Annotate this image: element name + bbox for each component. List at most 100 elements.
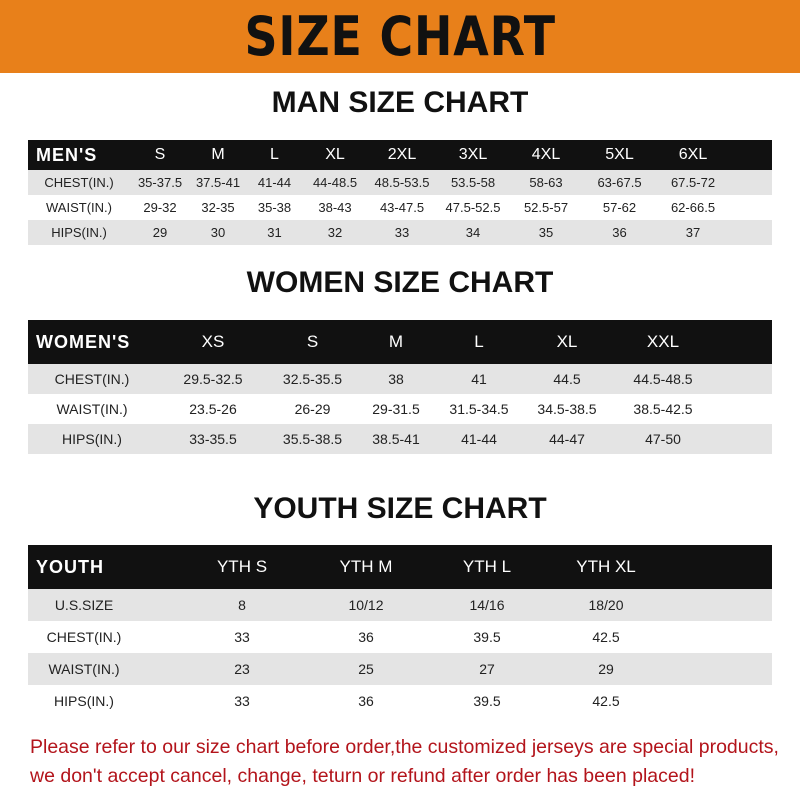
table-cell: 37 bbox=[685, 225, 701, 240]
table-cell: 41-44 bbox=[461, 431, 497, 447]
table-cell: YTH XL bbox=[576, 557, 636, 576]
table-cell: 29-31.5 bbox=[372, 401, 420, 417]
table-cell: 29 bbox=[598, 661, 614, 677]
table-cell: 58-63 bbox=[529, 175, 563, 190]
table-cell: 48.5-53.5 bbox=[374, 175, 430, 190]
table-cell: 23 bbox=[234, 661, 250, 677]
table-cell: 53.5-58 bbox=[450, 175, 496, 190]
table-cell: 44-48.5 bbox=[312, 175, 358, 190]
header-row: YOUTH YTH S YTH M YTH L YTH XL bbox=[28, 545, 772, 589]
table-cell: 43-47.5 bbox=[379, 200, 425, 215]
notice-line: we don't accept cancel, change, teturn o… bbox=[30, 765, 695, 787]
men-size-table: MEN'S S M L XL 2XL 3XL 4XL 5XL 6XL CHEST(IN.) 35-37… bbox=[28, 140, 772, 245]
table-cell: 35 bbox=[538, 225, 554, 240]
row-label: HIPS(IN.) bbox=[51, 225, 107, 240]
table-cell: 29 bbox=[152, 225, 168, 240]
table-cell: 38.5-42.5 bbox=[633, 401, 693, 417]
table-cell: XXL bbox=[646, 332, 680, 351]
header-row: MEN'S S M L XL 2XL 3XL 4XL 5XL 6XL bbox=[28, 140, 772, 170]
table-cell: 33 bbox=[234, 629, 250, 645]
table-cell: 39.5 bbox=[473, 629, 501, 645]
women-heading: WOMEN SIZE CHART bbox=[246, 266, 554, 299]
table-cell: 33 bbox=[394, 225, 410, 240]
table-cell: 38 bbox=[388, 371, 404, 387]
table-cell: 63-67.5 bbox=[597, 175, 642, 190]
notice-line: Please refer to our size chart before or… bbox=[30, 736, 779, 758]
order-notice: Please refer to our size chart before or… bbox=[30, 733, 790, 791]
table-cell: 4XL bbox=[531, 146, 561, 163]
table-cell: 37.5-41 bbox=[195, 175, 241, 190]
table-cell: YTH M bbox=[339, 557, 393, 576]
table-cell: M bbox=[388, 332, 404, 351]
table-cell: L bbox=[270, 146, 279, 163]
table-cell: 52.5-57 bbox=[523, 200, 569, 215]
table-row: HIPS(IN.) 33 36 39.5 42.5 bbox=[28, 685, 772, 717]
row-label: CHEST(IN.) bbox=[54, 371, 130, 387]
table-cell: 30 bbox=[210, 225, 226, 240]
table-cell: 35.5-38.5 bbox=[282, 431, 343, 447]
table-row: CHEST(IN.) 35-37.5 37.5-41 41-44 44-48.5 48.5… bbox=[28, 170, 772, 195]
row-label: WAIST(IN.) bbox=[48, 661, 120, 677]
table-cell: 34 bbox=[465, 225, 481, 240]
table-row: HIPS(IN.) 29 30 31 32 33 34 35 36 37 bbox=[28, 220, 772, 245]
table-cell: 42.5 bbox=[592, 629, 620, 645]
row-label: WAIST(IN.) bbox=[56, 401, 128, 417]
table-cell: 47.5-52.5 bbox=[445, 200, 501, 215]
table-cell: 31.5-34.5 bbox=[449, 401, 509, 417]
table-cell: 42.5 bbox=[592, 693, 620, 709]
table-cell: 33 bbox=[234, 693, 250, 709]
table-cell: 31 bbox=[267, 225, 282, 240]
table-cell: 41 bbox=[471, 371, 487, 387]
table-cell: XS bbox=[201, 332, 225, 351]
table-cell: 29.5-32.5 bbox=[183, 371, 243, 387]
table-cell: YTH S bbox=[216, 557, 268, 576]
table-row: WAIST(IN.) 23.5-26 26-29 29-31.5 31.5-34.5 34… bbox=[28, 394, 772, 424]
table-cell: 26-29 bbox=[294, 401, 331, 417]
table-cell: 38.5-41 bbox=[372, 431, 420, 447]
table-cell: 10/12 bbox=[348, 597, 384, 613]
youth-heading: YOUTH SIZE CHART bbox=[253, 492, 547, 525]
row-label: MEN'S bbox=[36, 144, 98, 165]
table-cell: 57-62 bbox=[602, 200, 637, 215]
row-label: HIPS(IN.) bbox=[54, 693, 114, 709]
table-cell: M bbox=[211, 146, 225, 163]
table-row: HIPS(IN.) 33-35.5 35.5-38.5 38.5-41 41-44 44-… bbox=[28, 424, 772, 454]
table-cell: XL bbox=[325, 146, 345, 163]
table-cell: 32-35 bbox=[201, 200, 235, 215]
table-row: U.S.SIZE 8 10/12 14/16 18/20 bbox=[28, 589, 772, 621]
table-cell: 14/16 bbox=[469, 597, 505, 613]
header-row: WOMEN'S XS S M L XL XXL bbox=[28, 320, 772, 364]
table-cell: 27 bbox=[479, 661, 495, 677]
table-cell: 3XL bbox=[458, 146, 488, 163]
page-title: SIZE CHART bbox=[244, 5, 556, 68]
table-cell: 44.5-48.5 bbox=[633, 371, 693, 387]
table-cell: 35-37.5 bbox=[137, 175, 183, 190]
table-cell: 6XL bbox=[678, 146, 708, 163]
table-cell: 47-50 bbox=[645, 431, 681, 447]
table-cell: 8 bbox=[238, 597, 246, 613]
table-cell: 39.5 bbox=[473, 693, 501, 709]
table-row: WAIST(IN.) 29-32 32-35 35-38 38-43 43-47.5 47.… bbox=[28, 195, 772, 220]
table-cell: 29-32 bbox=[143, 200, 177, 215]
title-banner: SIZE CHART bbox=[0, 0, 800, 73]
table-cell: 41-44 bbox=[257, 175, 292, 190]
row-label: CHEST(IN.) bbox=[44, 175, 114, 190]
table-cell: 35-38 bbox=[257, 200, 292, 215]
table-cell: 36 bbox=[358, 629, 374, 645]
table-cell: 32 bbox=[327, 225, 343, 240]
row-label: HIPS(IN.) bbox=[62, 431, 122, 447]
youth-size-table: YOUTH YTH S YTH M YTH L YTH XL U.S.SIZE 8 10/12… bbox=[28, 545, 772, 717]
table-cell: YTH L bbox=[462, 557, 512, 576]
table-row: WAIST(IN.) 23 25 27 29 bbox=[28, 653, 772, 685]
women-size-table: WOMEN'S XS S M L XL XXL CHEST(IN.) 29.5-32.5 32.5… bbox=[28, 320, 772, 454]
table-cell: 36 bbox=[612, 225, 627, 240]
table-row: CHEST(IN.) 29.5-32.5 32.5-35.5 38 41 44.5 44.5… bbox=[28, 364, 772, 394]
row-label: YOUTH bbox=[36, 556, 104, 577]
table-cell: S bbox=[154, 146, 166, 163]
men-heading: MAN SIZE CHART bbox=[271, 86, 529, 119]
table-cell: 25 bbox=[358, 661, 374, 677]
table-cell: 23.5-26 bbox=[189, 401, 237, 417]
table-cell: 44.5 bbox=[553, 371, 581, 387]
table-cell: 5XL bbox=[605, 146, 634, 163]
table-cell: 33-35.5 bbox=[189, 431, 237, 447]
